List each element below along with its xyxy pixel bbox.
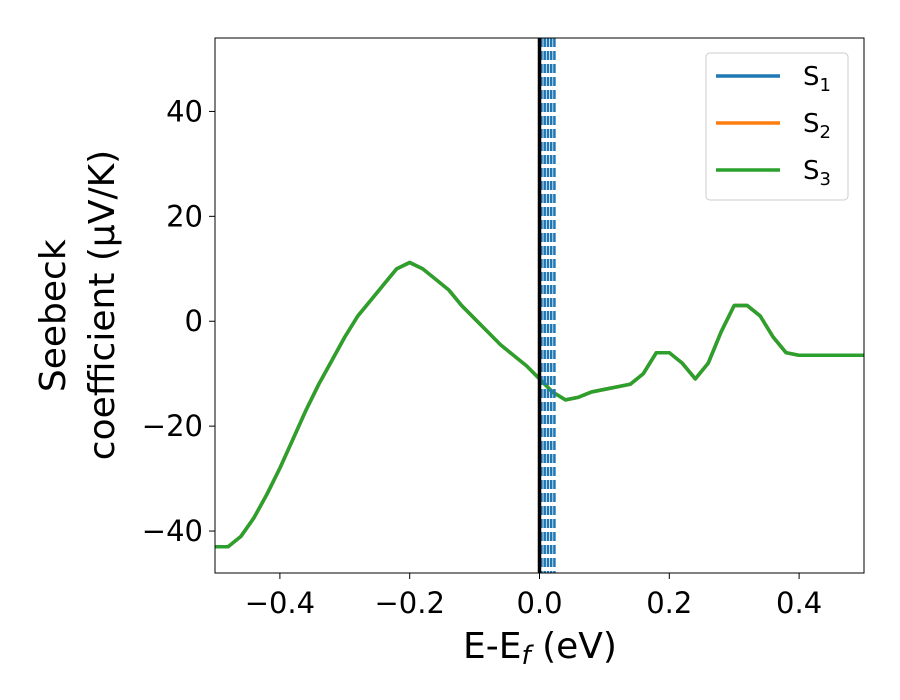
y-tick-label: −40 [142, 514, 203, 548]
y-tick-label: 20 [166, 199, 203, 233]
y-axis-label-line1: Seebeck [33, 239, 74, 392]
y-axis-label: Seebeck coefficient (μV/K) [33, 150, 123, 460]
x-tick-label: −0.2 [374, 586, 444, 620]
legend-label-s1: S1 [803, 62, 831, 96]
x-axis-label: E-Ef (eV) [463, 626, 617, 671]
x-axis: −0.4 −0.2 0.0 0.2 0.4 [245, 573, 822, 620]
y-axis: −40 −20 0 20 40 [142, 94, 215, 548]
plot-area [215, 38, 864, 573]
legend-box [705, 52, 849, 201]
y-tick-label: −20 [142, 409, 203, 443]
x-axis-label-main: E-E [463, 626, 521, 667]
x-tick-label: 0.4 [776, 586, 822, 620]
y-axis-label-line2: coefficient (μV/K) [82, 150, 123, 460]
y-tick-label: 0 [185, 304, 203, 338]
x-axis-label-unit: (eV) [531, 626, 617, 667]
x-tick-label: 0.0 [516, 586, 562, 620]
legend-label-s3: S3 [803, 156, 831, 190]
legend: S1 S2 S3 [705, 52, 849, 201]
y-tick-label: 40 [166, 94, 203, 128]
x-tick-label: −0.4 [245, 586, 315, 620]
x-tick-label: 0.2 [646, 586, 692, 620]
legend-label-s2: S2 [803, 109, 831, 143]
